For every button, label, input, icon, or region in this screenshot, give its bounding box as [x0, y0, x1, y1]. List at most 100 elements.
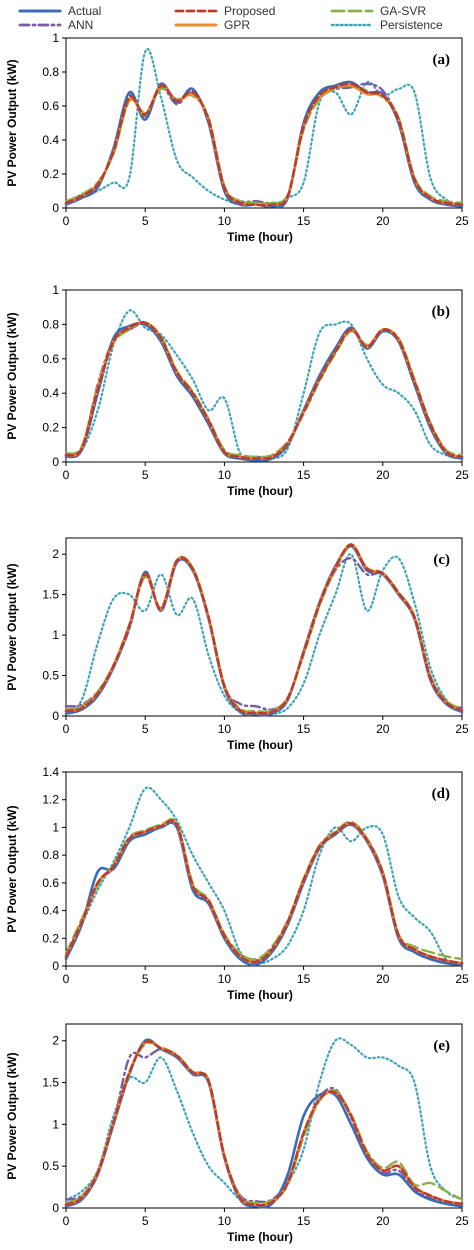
series-line-persistence: [64, 1037, 464, 1208]
series-line-proposed: [64, 82, 464, 207]
x-tick-label: 0: [63, 972, 70, 986]
legend-swatch-ga-svr: [330, 9, 374, 13]
y-tick-label: 0: [52, 1201, 59, 1215]
x-tick-label: 25: [455, 722, 469, 736]
series-line-proposed: [64, 819, 464, 965]
x-tick-label: 25: [455, 214, 469, 228]
chart-panel-e: 0 0.5 1 1.5 2 0 5 10 15 20 25 Time (hour) PV Power O…: [0, 1010, 474, 1250]
x-tick-label: 25: [455, 468, 469, 482]
x-tick-label: 25: [455, 1214, 469, 1228]
y-tick-label: 1: [52, 820, 59, 834]
series-line-persistence: [64, 309, 464, 461]
x-tick-label: 5: [142, 468, 149, 482]
series-line-ann: [64, 1047, 464, 1206]
series-line-gpr: [64, 543, 464, 715]
x-tick-label: 10: [218, 214, 232, 228]
x-tick-label: 5: [142, 972, 149, 986]
x-axis-title: Time (hour): [227, 484, 293, 498]
y-tick-label: 1: [52, 283, 59, 297]
x-tick-label: 15: [297, 972, 311, 986]
y-axis-title: PV Power Output (kW): [5, 563, 19, 690]
y-axis-title: PV Power Output (kW): [5, 805, 19, 932]
x-tick-label: 0: [63, 468, 70, 482]
chart-panel-c: 0 0.5 1 1.5 2 0 5 10 15 20 25 Time (hour) PV Power O…: [0, 524, 474, 758]
y-tick-label: 0.4: [42, 133, 59, 147]
y-tick-label: 0: [52, 201, 59, 215]
series-line-actual: [64, 544, 464, 717]
y-tick-label: 1.5: [42, 588, 59, 602]
y-tick-label: 1: [52, 31, 59, 45]
panel-label: (e): [433, 1038, 450, 1054]
chart-svg-d: 0 0.2 0.4 0.6 0.8 1 1.2 1.4 0 5 10 15 20 25 Time (hour…: [5, 765, 469, 1002]
y-tick-label: 0.2: [42, 167, 59, 181]
x-tick-label: 20: [376, 468, 390, 482]
y-tick-label: 1: [52, 1117, 59, 1131]
x-axis-title: Time (hour): [227, 1230, 293, 1244]
y-tick-label: 0: [52, 959, 59, 973]
y-tick-label: 1.4: [42, 765, 59, 779]
y-tick-label: 1: [52, 628, 59, 642]
legend-item-proposed: Proposed: [174, 4, 324, 18]
legend-label-proposed: Proposed: [224, 4, 276, 18]
y-axis-title: PV Power Output (kW): [5, 1052, 19, 1179]
y-tick-label: 0.2: [42, 421, 59, 435]
legend-label-gpr: GPR: [224, 18, 251, 32]
y-tick-label: 0.6: [42, 876, 59, 890]
legend-item-ga-svr: GA-SVR: [330, 4, 474, 18]
x-tick-label: 15: [297, 1214, 311, 1228]
legend-label-ann: ANN: [68, 18, 94, 32]
plot-frame: [65, 289, 463, 463]
series-line-proposed: [64, 1040, 464, 1207]
legend-swatch-gpr: [174, 23, 218, 27]
x-tick-label: 20: [376, 214, 390, 228]
y-tick-label: 0.8: [42, 317, 59, 331]
panel-label: (c): [433, 552, 450, 568]
y-tick-label: 0.5: [42, 1159, 59, 1173]
plot-frame: [65, 771, 463, 967]
x-axis-title: Time (hour): [227, 988, 293, 1002]
y-tick-label: 0: [52, 709, 59, 723]
x-tick-label: 15: [297, 468, 311, 482]
panel-label: (a): [433, 52, 451, 68]
x-tick-label: 10: [218, 722, 232, 736]
legend-swatch-persistence: [330, 23, 374, 27]
x-tick-label: 0: [63, 722, 70, 736]
x-tick-label: 15: [297, 214, 311, 228]
y-tick-label: 0.6: [42, 99, 59, 113]
chart-legend: Actual Proposed GA-SVR ANN GPR Persistence: [0, 0, 474, 32]
x-tick-label: 0: [63, 1214, 70, 1228]
y-tick-label: 0: [52, 455, 59, 469]
x-tick-label: 5: [142, 722, 149, 736]
panel-label: (b): [432, 304, 450, 320]
y-tick-label: 2: [52, 547, 59, 561]
legend-swatch-proposed: [174, 9, 218, 13]
legend-item-ann: ANN: [18, 18, 168, 32]
x-tick-label: 10: [218, 468, 232, 482]
series-line-ga-svr: [64, 817, 464, 961]
y-tick-label: 0.4: [42, 386, 59, 400]
x-tick-label: 5: [142, 1214, 149, 1228]
y-tick-label: 2: [52, 1034, 59, 1048]
x-tick-label: 25: [455, 972, 469, 986]
series-line-gpr: [64, 321, 464, 461]
y-tick-label: 0.2: [42, 931, 59, 945]
legend-label-persistence: Persistence: [380, 18, 443, 32]
y-tick-label: 0.5: [42, 669, 59, 683]
chart-panel-d: 0 0.2 0.4 0.6 0.8 1 1.2 1.4 0 5 10 15 20 25 Time (hour…: [0, 758, 474, 1008]
plot-frame: [65, 37, 463, 209]
y-tick-label: 1.5: [42, 1076, 59, 1090]
legend-label-actual: Actual: [68, 4, 102, 18]
legend-swatch-actual: [18, 9, 62, 13]
x-tick-label: 20: [376, 722, 390, 736]
x-axis-title: Time (hour): [227, 738, 293, 752]
x-tick-label: 10: [218, 972, 232, 986]
legend-item-gpr: GPR: [174, 18, 324, 32]
series-line-proposed: [64, 543, 464, 715]
y-axis-title: PV Power Output (kW): [5, 59, 19, 186]
series-line-persistence: [64, 553, 464, 717]
x-tick-label: 10: [218, 1214, 232, 1228]
x-tick-label: 5: [142, 214, 149, 228]
